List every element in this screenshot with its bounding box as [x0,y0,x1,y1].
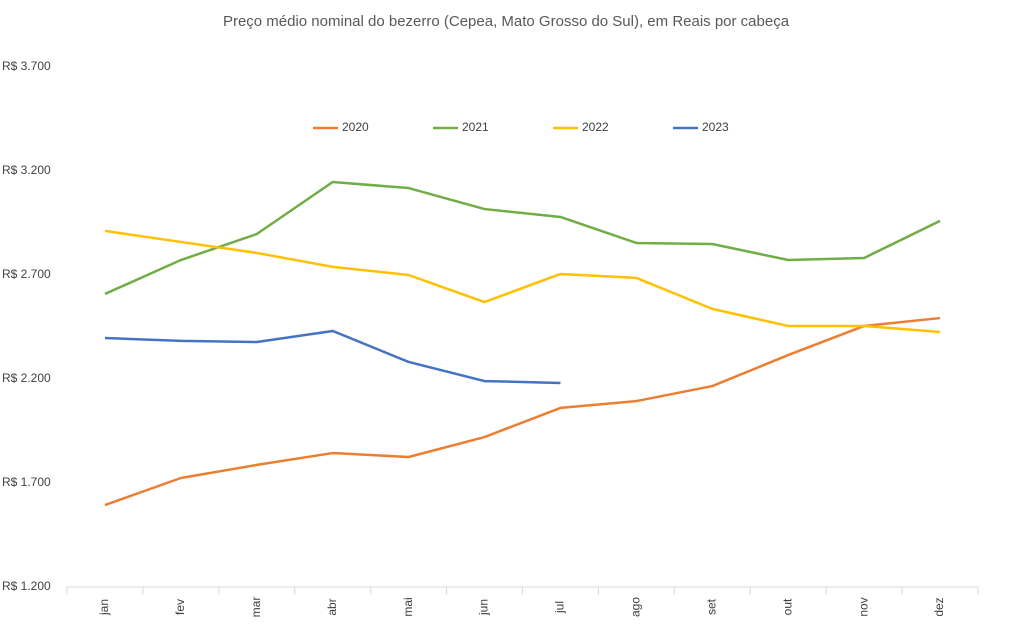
x-tick-label: jan [97,599,111,616]
line-series [104,229,941,334]
chart-title: Preço médio nominal do bezerro (Cepea, M… [223,13,790,30]
x-tick-label: mai [401,597,415,616]
y-tick-label: R$ 3.200 [2,163,51,177]
x-tick-label: abr [325,598,339,615]
x-tick-label: set [704,598,718,615]
x-tick-label: out [780,598,794,615]
legend-label: 2021 [462,120,489,134]
x-tick-label: jun [477,599,491,616]
legend-label: 2023 [702,120,729,134]
y-tick-label: R$ 1.700 [2,475,51,489]
y-tick-label: R$ 1.200 [2,579,51,593]
line-series [104,316,941,507]
x-tick-label: ago [629,597,643,617]
legend-label: 2022 [582,120,609,134]
x-tick-label: nov [856,597,870,616]
line-series [104,180,941,296]
x-tick-label: mar [249,597,263,618]
y-tick-label: R$ 2.700 [2,267,51,281]
x-tick-label: jul [553,601,567,614]
line-series [104,329,561,385]
x-tick-label: dez [932,597,946,616]
y-tick-label: R$ 2.200 [2,371,51,385]
x-tick-label: fev [173,599,187,615]
y-tick-label: R$ 3.700 [2,59,51,73]
legend-label: 2020 [342,120,369,134]
